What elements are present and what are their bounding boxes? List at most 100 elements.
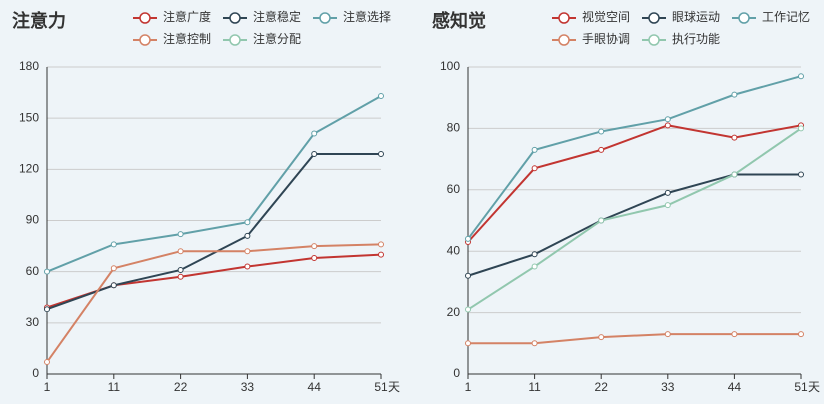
- x-tick-label: 1: [44, 380, 51, 394]
- legend-marker: [558, 12, 570, 24]
- legend-label: 注意广度: [163, 9, 211, 24]
- data-point: [177, 231, 184, 238]
- y-tick-label: 150: [19, 110, 39, 124]
- data-point: [44, 359, 50, 366]
- data-point: [244, 248, 251, 255]
- legend-marker: [139, 34, 151, 46]
- x-tick-label: 22: [595, 380, 609, 394]
- data-point: [177, 273, 184, 280]
- data-point: [44, 268, 50, 275]
- data-point: [664, 202, 671, 209]
- x-tick-label: 22: [174, 380, 188, 394]
- chart-title: 注意力: [12, 10, 66, 31]
- data-point: [531, 251, 538, 258]
- series-line: [46, 152, 381, 311]
- data-point: [465, 272, 471, 279]
- data-point: [798, 73, 804, 80]
- legend-label: 注意稳定: [253, 9, 301, 24]
- y-tick-label: 90: [26, 213, 40, 227]
- y-tick-label: 40: [447, 243, 461, 257]
- x-tick-label: 51: [794, 380, 808, 394]
- legend-label: 注意控制: [163, 31, 211, 46]
- legend-marker: [139, 12, 151, 24]
- data-point: [731, 91, 738, 98]
- data-point: [378, 241, 384, 248]
- legend-marker: [319, 12, 331, 24]
- legend-marker: [738, 12, 750, 24]
- data-point: [465, 235, 471, 242]
- data-point: [311, 243, 318, 250]
- x-tick-label: 51: [374, 380, 388, 394]
- data-point: [531, 263, 538, 270]
- y-tick-label: 60: [26, 264, 40, 278]
- data-point: [731, 134, 738, 141]
- legend-marker: [558, 34, 570, 46]
- data-point: [731, 171, 738, 178]
- y-tick-label: 60: [447, 182, 461, 196]
- data-point: [531, 340, 538, 347]
- data-point: [664, 189, 671, 196]
- chart-title: 感知觉: [432, 10, 486, 31]
- x-tick-label: 33: [241, 380, 255, 394]
- data-point: [465, 306, 471, 313]
- x-tick-label: 11: [108, 380, 121, 394]
- data-point: [110, 265, 117, 272]
- data-point: [177, 248, 184, 255]
- y-tick-label: 180: [19, 59, 39, 73]
- x-tick-label: 1: [465, 380, 472, 394]
- y-tick-label: 20: [447, 305, 461, 319]
- data-point: [311, 130, 318, 137]
- data-point: [378, 92, 384, 99]
- y-tick-label: 120: [19, 162, 39, 176]
- data-point: [531, 165, 538, 172]
- x-axis-label: 天: [808, 380, 820, 394]
- legend-marker: [648, 34, 660, 46]
- data-point: [598, 334, 605, 341]
- series-line: [46, 243, 382, 363]
- series-line: [46, 253, 382, 309]
- data-point: [110, 241, 117, 248]
- data-point: [465, 340, 471, 347]
- y-tick-label: 0: [32, 366, 39, 380]
- data-point: [598, 146, 605, 153]
- data-point: [531, 146, 538, 153]
- data-point: [798, 331, 804, 338]
- data-point: [44, 306, 50, 313]
- legend-label: 注意选择: [343, 9, 391, 24]
- data-point: [244, 219, 251, 226]
- data-point: [664, 122, 671, 129]
- legend-label: 眼球运动: [672, 10, 720, 24]
- data-point: [598, 128, 605, 135]
- data-point: [664, 331, 671, 338]
- data-point: [311, 255, 318, 262]
- x-axis-label: 天: [388, 380, 400, 394]
- data-point: [378, 150, 384, 157]
- data-point: [598, 217, 605, 224]
- legend-label: 执行功能: [672, 32, 720, 46]
- x-tick-label: 44: [728, 380, 742, 394]
- y-tick-label: 100: [440, 59, 460, 73]
- legend-marker: [229, 12, 241, 24]
- data-point: [731, 331, 738, 338]
- series-line: [467, 124, 802, 243]
- legend-marker: [648, 12, 660, 24]
- series-line: [46, 95, 382, 273]
- series-line: [468, 333, 801, 345]
- y-tick-label: 80: [447, 121, 461, 135]
- y-tick-label: 0: [453, 366, 460, 380]
- legend-label: 手眼协调: [582, 31, 630, 46]
- legend-label: 视觉空间: [582, 9, 630, 24]
- data-point: [798, 125, 804, 132]
- x-tick-label: 44: [308, 380, 322, 394]
- legend-label: 工作记忆: [762, 10, 810, 24]
- data-point: [177, 266, 184, 273]
- legend-label: 注意分配: [253, 31, 301, 46]
- series-line: [467, 127, 802, 311]
- series-line: [467, 173, 801, 277]
- data-point: [244, 263, 251, 270]
- data-point: [378, 251, 384, 258]
- legend-marker: [229, 34, 241, 46]
- data-point: [311, 150, 318, 157]
- data-point: [110, 282, 117, 289]
